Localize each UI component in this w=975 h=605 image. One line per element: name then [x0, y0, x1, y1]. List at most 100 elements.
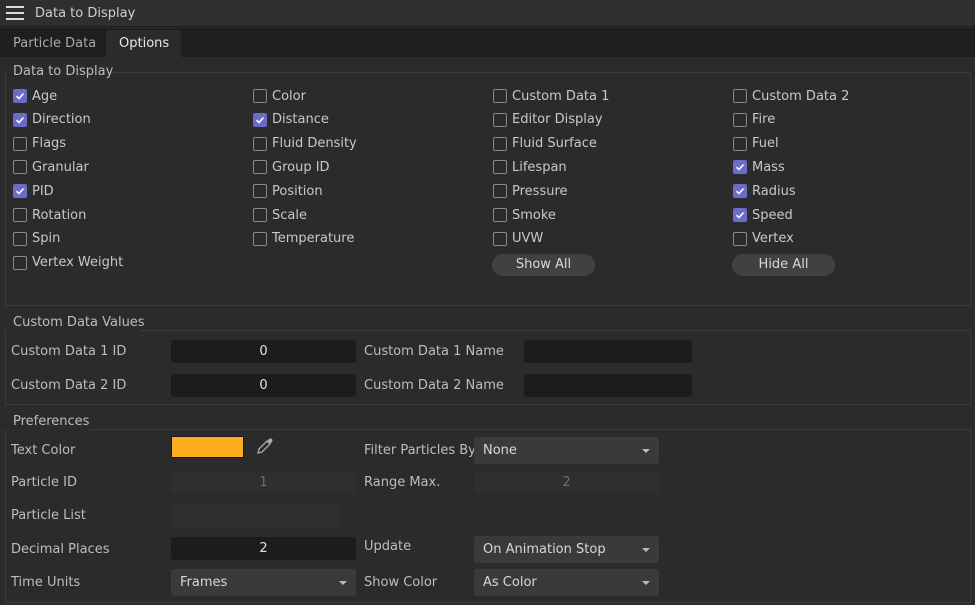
checkbox-uvw[interactable]: UVW — [493, 229, 543, 249]
hide-all-button[interactable]: Hide All — [732, 254, 835, 276]
selected-value: Frames — [180, 575, 228, 590]
checkbox-fire[interactable]: Fire — [733, 110, 775, 130]
checkbox-editor-display[interactable]: Editor Display — [493, 110, 603, 130]
checkbox-color[interactable]: Color — [253, 86, 306, 106]
checkbox-label: Distance — [272, 112, 329, 128]
section-title: Data to Display — [13, 64, 114, 79]
show-color-label: Show Color — [364, 575, 438, 590]
update-dropdown[interactable]: On Animation Stop — [474, 536, 659, 563]
show-all-button[interactable]: Show All — [492, 254, 595, 276]
checkbox-label: Direction — [32, 112, 91, 128]
checkbox-label: Vertex — [752, 231, 794, 247]
particle-list-field[interactable] — [171, 503, 340, 528]
particle-id-field[interactable]: 1 — [171, 471, 356, 494]
checkbox-checked-icon — [13, 89, 27, 103]
tab-options[interactable]: Options — [106, 30, 181, 57]
selected-value: As Color — [483, 575, 537, 590]
filter-particles-label: Filter Particles By — [364, 443, 476, 458]
section-title: Custom Data Values — [13, 315, 145, 330]
window-title: Data to Display — [35, 5, 136, 21]
checkbox-fluid-density[interactable]: Fluid Density — [253, 134, 357, 154]
checkbox-label: Mass — [752, 159, 785, 175]
checkbox-age[interactable]: Age — [13, 86, 57, 106]
update-label: Update — [364, 539, 412, 554]
checkbox-label: Scale — [272, 207, 307, 223]
checkbox-label: Fluid Surface — [512, 136, 597, 152]
checkbox-vertex-weight[interactable]: Vertex Weight — [13, 253, 123, 273]
checkbox-checked-icon — [733, 160, 747, 175]
checkbox-fuel[interactable]: Fuel — [733, 134, 779, 154]
custom-data-1-name-field[interactable] — [524, 340, 692, 363]
chevron-down-icon — [642, 548, 650, 552]
checkbox-label: Granular — [32, 159, 89, 175]
checkbox-unchecked-icon — [493, 160, 507, 175]
show-color-dropdown[interactable]: As Color — [474, 569, 659, 596]
checkbox-label: Custom Data 2 — [752, 88, 850, 104]
checkbox-checked-icon — [13, 112, 27, 127]
checkbox-custom-data-1[interactable]: Custom Data 1 — [493, 86, 609, 106]
checkbox-label: Temperature — [272, 231, 355, 247]
checkbox-lifespan[interactable]: Lifespan — [493, 157, 567, 177]
checkbox-radius[interactable]: Radius — [733, 181, 796, 201]
selected-value: None — [483, 443, 517, 458]
checkbox-fluid-surface[interactable]: Fluid Surface — [493, 134, 597, 154]
checkbox-position[interactable]: Position — [253, 181, 323, 201]
decimal-places-field[interactable]: 2 — [171, 537, 356, 560]
checkbox-checked-icon — [733, 184, 747, 199]
preferences-section — [5, 429, 971, 603]
selected-value: On Animation Stop — [483, 542, 606, 557]
section-title: Preferences — [13, 414, 90, 429]
checkbox-group-id[interactable]: Group ID — [253, 157, 330, 177]
checkbox-speed[interactable]: Speed — [733, 205, 793, 225]
checkbox-unchecked-icon — [493, 112, 507, 127]
particle-list-label: Particle List — [11, 508, 86, 523]
checkbox-label: Rotation — [32, 207, 87, 223]
checkbox-pressure[interactable]: Pressure — [493, 181, 568, 201]
checkbox-unchecked-icon — [253, 136, 267, 151]
checkbox-pid[interactable]: PID — [13, 181, 54, 201]
checkbox-label: Color — [272, 88, 306, 104]
checkbox-label: Fluid Density — [272, 136, 357, 152]
checkbox-granular[interactable]: Granular — [13, 157, 89, 177]
checkbox-unchecked-icon — [493, 231, 507, 246]
particle-id-label: Particle ID — [11, 475, 78, 490]
checkbox-spin[interactable]: Spin — [13, 229, 60, 249]
custom-data-2-name-field[interactable] — [524, 374, 692, 397]
checkbox-direction[interactable]: Direction — [13, 110, 91, 130]
custom-data-1-name-label: Custom Data 1 Name — [364, 344, 504, 359]
checkbox-custom-data-2[interactable]: Custom Data 2 — [733, 86, 849, 106]
checkbox-vertex[interactable]: Vertex — [733, 229, 794, 249]
checkbox-unchecked-icon — [493, 184, 507, 199]
checkbox-label: Editor Display — [512, 112, 603, 128]
checkbox-smoke[interactable]: Smoke — [493, 205, 556, 225]
checkbox-label: Group ID — [272, 159, 330, 175]
checkbox-unchecked-icon — [13, 160, 27, 175]
checkbox-temperature[interactable]: Temperature — [253, 229, 354, 249]
checkbox-label: Flags — [32, 136, 67, 152]
checkbox-unchecked-icon — [493, 208, 507, 222]
checkbox-label: Radius — [752, 183, 796, 199]
custom-data-1-id-field[interactable]: 0 — [171, 340, 356, 363]
checkbox-scale[interactable]: Scale — [253, 205, 307, 225]
checkbox-flags[interactable]: Flags — [13, 134, 66, 154]
tab-particle-data[interactable]: Particle Data — [13, 36, 97, 51]
hamburger-icon[interactable] — [6, 6, 24, 20]
range-max-field[interactable]: 2 — [474, 471, 659, 494]
checkbox-unchecked-icon — [253, 184, 267, 199]
checkbox-unchecked-icon — [733, 231, 747, 246]
tab-bar: Particle Data Options — [0, 28, 975, 57]
checkbox-distance[interactable]: Distance — [253, 110, 329, 130]
eyedropper-icon[interactable] — [255, 436, 275, 456]
chevron-down-icon — [339, 581, 347, 585]
checkbox-rotation[interactable]: Rotation — [13, 205, 86, 225]
time-units-dropdown[interactable]: Frames — [171, 569, 356, 596]
text-color-swatch[interactable] — [171, 436, 244, 458]
custom-data-2-id-label: Custom Data 2 ID — [11, 378, 127, 393]
checkbox-mass[interactable]: Mass — [733, 157, 785, 177]
checkbox-unchecked-icon — [13, 136, 27, 151]
filter-particles-dropdown[interactable]: None — [474, 437, 659, 464]
checkbox-label: Age — [32, 88, 58, 104]
custom-data-2-id-field[interactable]: 0 — [171, 374, 356, 397]
chevron-down-icon — [642, 581, 650, 585]
checkbox-unchecked-icon — [253, 208, 267, 222]
